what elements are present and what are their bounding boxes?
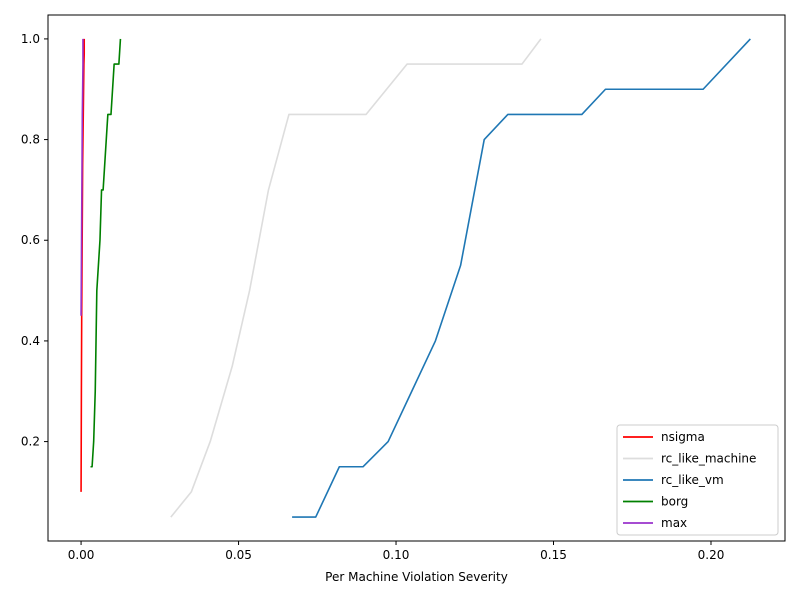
legend-label: rc_like_vm bbox=[661, 473, 724, 487]
legend-label: max bbox=[661, 516, 687, 530]
x-tick-label: 0.00 bbox=[68, 548, 95, 562]
x-tick-label: 0.05 bbox=[225, 548, 252, 562]
series-line-rc-like-vm bbox=[292, 38, 751, 518]
x-tick-label: 0.20 bbox=[698, 548, 725, 562]
x-tick-label: 0.15 bbox=[540, 548, 567, 562]
series-layer bbox=[80, 38, 751, 518]
x-axis-label: Per Machine Violation Severity bbox=[325, 570, 508, 584]
legend-label: nsigma bbox=[661, 430, 705, 444]
y-tick-label: 0.4 bbox=[21, 334, 40, 348]
x-axis: 0.00 0.05 0.10 0.15 0.20 bbox=[68, 541, 725, 562]
x-tick-label: 0.10 bbox=[383, 548, 410, 562]
legend-box bbox=[616, 424, 779, 536]
series-line-rc-like-machine bbox=[170, 38, 542, 518]
y-tick-label: 0.6 bbox=[21, 233, 40, 247]
legend-label: rc_like_machine bbox=[661, 452, 756, 466]
y-tick-label: 1.0 bbox=[21, 32, 40, 46]
y-axis: 0.2 0.4 0.6 0.8 1.0 bbox=[21, 32, 48, 449]
plot-frame bbox=[47, 14, 786, 542]
series-line-borg bbox=[90, 38, 122, 468]
legend-label: borg bbox=[661, 495, 688, 509]
y-tick-label: 0.8 bbox=[21, 133, 40, 147]
y-tick-label: 0.2 bbox=[21, 435, 40, 449]
series-line-max bbox=[80, 38, 84, 316]
